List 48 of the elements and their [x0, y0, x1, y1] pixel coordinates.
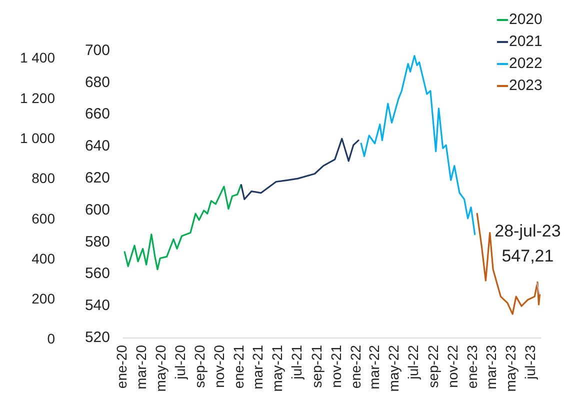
x-tick-label: sep-21	[308, 344, 324, 388]
y-tick-label: 660	[84, 106, 110, 123]
x-tick-label: ene-22	[347, 344, 364, 389]
y2-tick-label: 800	[32, 170, 56, 186]
x-tick-label: may-23	[502, 344, 518, 392]
legend-label: 2021	[509, 32, 542, 50]
y2-tick-label: 0	[47, 330, 56, 347]
x-tick-label: nov-22	[444, 344, 460, 388]
legend-label: 2022	[509, 54, 542, 72]
x-tick-label: mar-20	[132, 344, 149, 390]
x-tick-label: may-20	[152, 344, 168, 392]
y-tick-label: 560	[84, 265, 110, 282]
y2-tick-label: 400	[32, 250, 56, 266]
y-tick-label: 700	[84, 42, 110, 59]
x-tick-label: jul-23	[522, 344, 538, 380]
x-tick-label: ene-21	[230, 344, 247, 389]
line-series	[240, 138, 360, 200]
y-tick-label: 680	[84, 74, 110, 91]
y-tick-label: 580	[84, 233, 110, 250]
x-tick-label: mar-23	[482, 344, 499, 390]
x-tick-label: jul-21	[288, 344, 305, 380]
x-tick-label: nov-20	[211, 344, 228, 388]
x-tick-label: nov-21	[328, 344, 344, 388]
y-tick-label: 620	[84, 170, 110, 187]
x-tick-label: jul-20	[172, 344, 188, 380]
y-tick-label: 640	[84, 138, 110, 155]
annotation: 28-jul-23 547,21	[494, 222, 561, 266]
x-tick-label: sep-20	[192, 344, 208, 388]
x-tick-label: ene-23	[464, 344, 480, 389]
x-tick-label: ene-20	[114, 344, 130, 389]
y2-tick-label: 600	[32, 210, 56, 226]
x-tick-label: sep-22	[424, 344, 441, 388]
line-series	[360, 54, 476, 236]
x-tick-label: jul-22	[405, 344, 422, 380]
x-tick-label: may-21	[269, 344, 286, 392]
legend-label: 2020	[509, 10, 542, 28]
x-tick-label: mar-22	[366, 344, 382, 390]
legend-label: 2023	[509, 76, 542, 94]
y-tick-label: 600	[84, 201, 110, 218]
x-tick-label: may-22	[386, 344, 402, 392]
x-tick-label: mar-21	[250, 344, 266, 390]
line-series	[124, 184, 242, 270]
y2-tick-label: 1 000	[20, 130, 56, 146]
y-tick-label: 520	[84, 328, 110, 346]
y2-tick-label: 1 400	[20, 50, 56, 66]
y2-tick-label: 1 200	[20, 90, 56, 106]
y-tick-label: 540	[84, 297, 110, 314]
y2-tick-label: 200	[32, 290, 56, 307]
